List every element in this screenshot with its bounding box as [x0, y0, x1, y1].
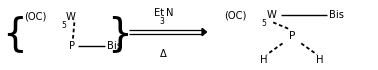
Text: H: H	[316, 55, 324, 65]
Text: W: W	[266, 10, 276, 20]
Text: 5: 5	[261, 19, 266, 28]
Text: 3: 3	[159, 17, 164, 26]
Text: 5: 5	[61, 21, 66, 30]
Polygon shape	[202, 28, 206, 36]
Text: $\Delta$: $\Delta$	[160, 47, 168, 59]
Text: Et: Et	[154, 8, 164, 18]
Text: (OC): (OC)	[24, 12, 46, 22]
Text: Bis: Bis	[107, 41, 122, 51]
Text: $\}$: $\}$	[107, 14, 129, 56]
Text: (OC): (OC)	[225, 10, 247, 20]
Text: Bis: Bis	[329, 10, 344, 20]
Text: P: P	[289, 31, 295, 41]
Text: P: P	[69, 41, 75, 51]
Text: H: H	[260, 55, 268, 65]
Text: N: N	[166, 8, 173, 18]
Text: W: W	[66, 12, 76, 22]
Text: $\{$: $\{$	[2, 14, 24, 56]
